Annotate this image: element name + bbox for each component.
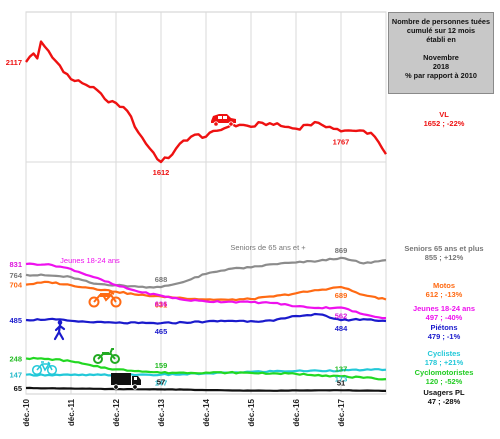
x-tick-label: déc.-16 [292, 398, 301, 426]
value-label: 1612 [153, 168, 170, 177]
legend-value: 855 ; +12% [424, 253, 464, 262]
legend-value: 612 ; -13% [425, 290, 463, 299]
legend-item-jeunes: Jeunes 18-24 ans 497 ; -40% [392, 304, 496, 322]
value-label: 137 [335, 364, 348, 373]
series-line-pietons [25, 312, 387, 325]
info-box: Nombre de personnes tuées cumulé sur 12 … [388, 12, 494, 94]
moped-icon [93, 348, 120, 364]
grid [25, 11, 387, 395]
value-label: 147 [9, 371, 22, 380]
value-label: 636 [155, 300, 168, 309]
legend-item-vl: VL 1652 ; -22% [392, 110, 496, 128]
x-tick-label: déc.-10 [22, 398, 31, 426]
value-label: 688 [155, 275, 168, 284]
x-tick-label: déc.-15 [247, 398, 256, 426]
legend-name: Cyclistes [427, 349, 461, 358]
legend-item-seniors: Seniors 65 ans et plus 855 ; +12% [392, 244, 496, 262]
bicycle-icon [31, 361, 58, 376]
car-icon [211, 114, 236, 127]
value-label: 831 [9, 260, 22, 269]
value-label: 631 [155, 300, 168, 309]
value-label: 562 [335, 312, 348, 321]
icons [31, 114, 236, 390]
value-labels: 2117 1612 1767 764 688 869 Seniors de 65 ans e… [6, 58, 350, 393]
x-tick-label: déc.-17 [337, 398, 346, 426]
value-label: 248 [9, 354, 22, 363]
legend-name: Cyclomotoristes [414, 368, 474, 377]
series-inline-label: Seniors de 65 ans et + [230, 243, 306, 252]
series-inline-label: Jeunes 18-24 ans [60, 256, 120, 265]
value-label: 2117 [6, 58, 22, 67]
info-line [389, 44, 493, 53]
info-line: Nombre de personnes tuées [391, 17, 491, 26]
legend-name: Motos [432, 281, 456, 290]
legend-value: 120 ; -52% [425, 377, 463, 386]
value-label: 147 [155, 379, 168, 388]
value-label: 51 [337, 378, 345, 387]
series-line-pl [25, 386, 386, 392]
value-label: 57 [157, 377, 165, 386]
x-tick-label: déc.-12 [112, 398, 121, 426]
legend-name: Usagers PL [423, 388, 465, 397]
legend-value: 497 ; -40% [425, 313, 463, 322]
value-label: 485 [9, 316, 22, 325]
legend-item-cyclo: Cyclomotoristes 120 ; -52% [392, 368, 496, 386]
info-line: 2018 [432, 62, 450, 71]
value-label: 173 [335, 375, 348, 384]
value-label: 159 [155, 361, 168, 370]
value-label: 869 [335, 246, 348, 255]
legend-item-pl: Usagers PL 47 ; -28% [392, 388, 496, 406]
x-tick-label: déc.-14 [202, 398, 211, 426]
legend-value: 178 ; +21% [424, 358, 464, 367]
legend-value: 1652 ; -22% [423, 119, 465, 128]
legend-name: VL [439, 110, 449, 119]
x-tick-label: déc.-13 [157, 398, 166, 426]
legend-item-pietons: Piétons 479 ; -1% [392, 323, 496, 341]
value-label: 764 [9, 271, 22, 280]
series-line-motos [25, 280, 387, 302]
series-line-cyclo [25, 356, 387, 381]
legend-name: Seniors 65 ans et plus [404, 244, 484, 253]
x-tick-label: déc.-11 [67, 398, 76, 426]
legend-name: Piétons [430, 323, 458, 332]
legend-item-motos: Motos 612 ; -13% [392, 281, 496, 299]
truck-icon [111, 373, 141, 390]
value-label: 65 [14, 384, 22, 393]
value-label: 704 [9, 281, 22, 290]
legend-value: 479 ; -1% [427, 332, 461, 341]
legend-name: Jeunes 18-24 ans [412, 304, 476, 313]
legend-item-cyclistes: Cyclistes 178 ; +21% [392, 349, 496, 367]
series-line-seniors [25, 256, 387, 289]
value-label: 1767 [333, 137, 350, 146]
motorcycle-icon [88, 291, 122, 308]
series-line-vl [25, 40, 388, 164]
value-label: 484 [335, 324, 348, 333]
info-line: Novembre [423, 53, 459, 62]
legend-value: 47 ; -28% [427, 397, 461, 406]
info-line: établi en [426, 35, 456, 44]
pedestrian-icon [53, 320, 66, 341]
series-lines [25, 40, 388, 392]
value-label: 689 [335, 291, 348, 300]
x-axis: déc.-10 déc.-11 déc.-12 déc.-13 déc.-14 déc.-… [22, 398, 346, 426]
value-label: 465 [155, 327, 168, 336]
info-line: % par rapport à 2010 [405, 71, 477, 80]
info-line: cumulé sur 12 mois [406, 26, 476, 35]
series-line-jeunes [25, 262, 386, 320]
